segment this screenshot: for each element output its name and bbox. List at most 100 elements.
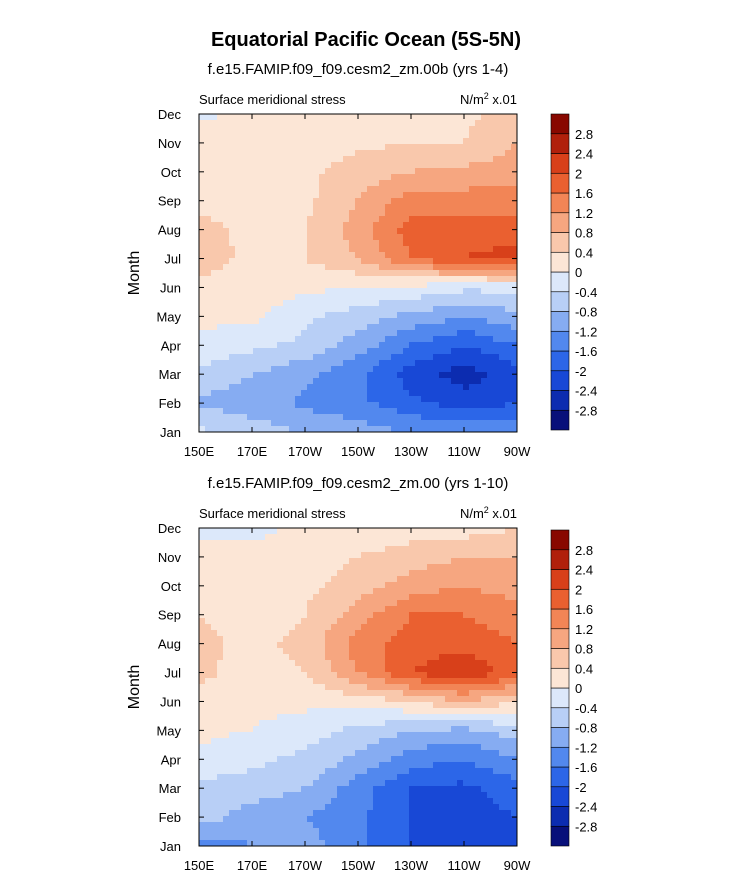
heatmap-cell: [205, 342, 212, 349]
heatmap-cell: [439, 708, 446, 715]
heatmap-cell: [325, 180, 332, 187]
heatmap-cell: [259, 252, 266, 259]
heatmap-cell: [379, 156, 386, 163]
heatmap-cell: [481, 378, 488, 385]
heatmap-cell: [247, 240, 254, 247]
heatmap-cell: [349, 726, 356, 733]
heatmap-cell: [355, 198, 362, 205]
heatmap-cell: [241, 564, 248, 571]
heatmap-cell: [463, 360, 470, 367]
heatmap-cell: [199, 750, 206, 757]
heatmap-cell: [505, 414, 512, 421]
heatmap-cell: [265, 336, 272, 343]
heatmap-cell: [313, 372, 320, 379]
heatmap-cell: [331, 324, 338, 331]
heatmap-cell: [265, 210, 272, 217]
heatmap-cell: [265, 642, 272, 649]
heatmap-cell: [313, 756, 320, 763]
heatmap-cell: [385, 294, 392, 301]
heatmap-cell: [433, 582, 440, 589]
heatmap-cell: [409, 372, 416, 379]
heatmap-cell: [397, 366, 404, 373]
heatmap-cell: [313, 582, 320, 589]
heatmap-cell: [445, 276, 452, 283]
heatmap-cell: [367, 234, 374, 241]
heatmap-cell: [307, 744, 314, 751]
heatmap-cell: [313, 732, 320, 739]
heatmap-cell: [355, 204, 362, 211]
heatmap-cell: [445, 528, 452, 535]
heatmap-cell: [265, 540, 272, 547]
heatmap-cell: [493, 420, 500, 427]
heatmap-cell: [313, 396, 320, 403]
heatmap-cell: [385, 708, 392, 715]
heatmap-cell: [469, 348, 476, 355]
heatmap-cell: [499, 576, 506, 583]
heatmap-cell: [229, 126, 236, 133]
heatmap-cell: [307, 324, 314, 331]
heatmap-cell: [211, 546, 218, 553]
heatmap-cell: [283, 420, 290, 427]
heatmap-cell: [391, 702, 398, 709]
heatmap-cell: [391, 570, 398, 577]
heatmap-cell: [253, 312, 260, 319]
heatmap-cell: [397, 162, 404, 169]
heatmap-cell: [265, 672, 272, 679]
heatmap-cell: [289, 252, 296, 259]
heatmap-cell: [229, 624, 236, 631]
heatmap-cell: [397, 234, 404, 241]
heatmap-cell: [463, 174, 470, 181]
heatmap-cell: [487, 276, 494, 283]
heatmap-cell: [265, 744, 272, 751]
heatmap-cell: [271, 660, 278, 667]
heatmap-cell: [415, 378, 422, 385]
heatmap-cell: [487, 366, 494, 373]
heatmap-cell: [301, 390, 308, 397]
heatmap-cell: [277, 258, 284, 265]
heatmap-cell: [499, 630, 506, 637]
heatmap-cell: [403, 150, 410, 157]
heatmap-cell: [343, 210, 350, 217]
heatmap-cell: [253, 570, 260, 577]
heatmap-cell: [229, 138, 236, 145]
heatmap-cell: [265, 276, 272, 283]
heatmap-cell: [355, 372, 362, 379]
heatmap-cell: [223, 138, 230, 145]
heatmap-cell: [331, 708, 338, 715]
heatmap-cell: [367, 156, 374, 163]
heatmap-cell: [217, 666, 224, 673]
heatmap-cell: [307, 252, 314, 259]
heatmap-cell: [343, 282, 350, 289]
heatmap-cell: [277, 690, 284, 697]
heatmap-cell: [205, 714, 212, 721]
heatmap-cell: [469, 366, 476, 373]
heatmap-cell: [301, 252, 308, 259]
heatmap-cell: [235, 720, 242, 727]
heatmap-cell: [469, 690, 476, 697]
heatmap-cell: [265, 162, 272, 169]
heatmap-cell: [199, 204, 206, 211]
heatmap-cell: [337, 198, 344, 205]
heatmap-cell: [235, 738, 242, 745]
heatmap-cell: [235, 318, 242, 325]
heatmap-cell: [421, 750, 428, 757]
heatmap-cell: [283, 750, 290, 757]
heatmap-cell: [487, 378, 494, 385]
heatmap-cell: [427, 234, 434, 241]
heatmap-cell: [463, 678, 470, 685]
heatmap-cell: [451, 738, 458, 745]
heatmap-cell: [373, 168, 380, 175]
heatmap-cell: [391, 180, 398, 187]
heatmap-cell: [313, 696, 320, 703]
heatmap-cell: [337, 150, 344, 157]
heatmap-cell: [433, 690, 440, 697]
heatmap-cell: [415, 270, 422, 277]
heatmap-cell: [451, 672, 458, 679]
heatmap-cell: [265, 318, 272, 325]
heatmap-cell: [367, 270, 374, 277]
heatmap-cell: [289, 756, 296, 763]
heatmap-cell: [415, 258, 422, 265]
heatmap-cell: [499, 732, 506, 739]
heatmap-cell: [277, 546, 284, 553]
heatmap-cell: [307, 306, 314, 313]
